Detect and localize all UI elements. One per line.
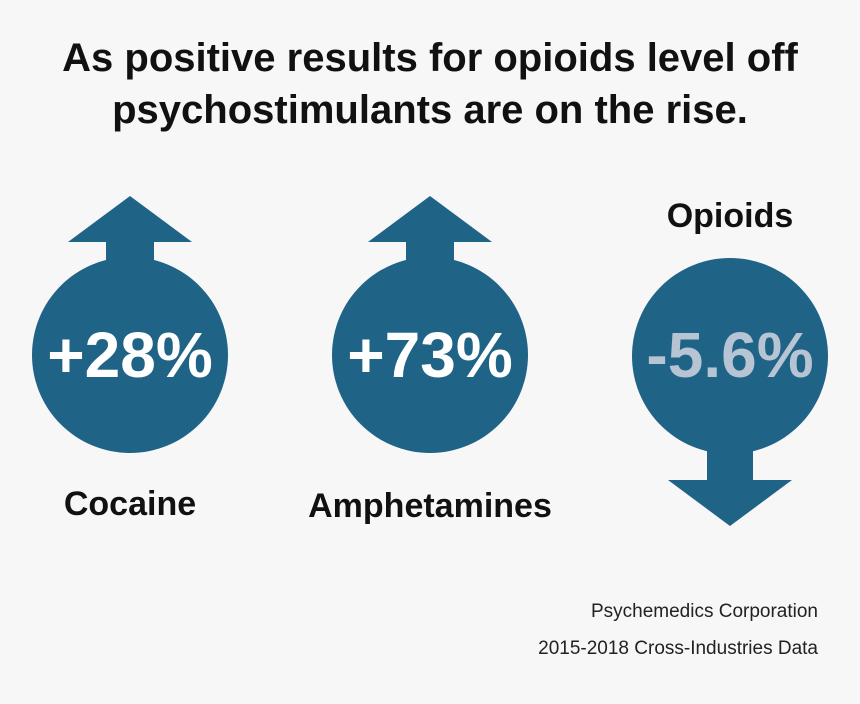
cocaine-indicator [32,196,228,453]
amphetamines-indicator [332,196,528,453]
arrow-up-icon [368,196,492,270]
cocaine-label: Cocaine [63,485,197,523]
source-line-2: 2015-2018 Cross-Industries Data [538,638,818,659]
opioids-value: -5.6% [646,319,814,391]
opioids-indicator [632,258,828,526]
title-line-2: psychostimulants are on the rise. [112,88,748,132]
title-line-1: As positive results for opioids level of… [62,36,798,80]
cocaine-circle [32,257,228,453]
amphetamines-circle [332,257,528,453]
opioids-label: Opioids [666,197,794,235]
arrow-down-icon [668,440,792,526]
cocaine-value: +28% [47,319,213,391]
page-title: As positive results for opioids level of… [0,32,860,136]
amphetamines-value: +73% [347,319,513,391]
amphetamines-label: Amphetamines [308,487,552,525]
opioids-circle [632,258,828,454]
source-line-1: Psychemedics Corporation [590,601,818,622]
arrow-up-icon [68,196,192,270]
